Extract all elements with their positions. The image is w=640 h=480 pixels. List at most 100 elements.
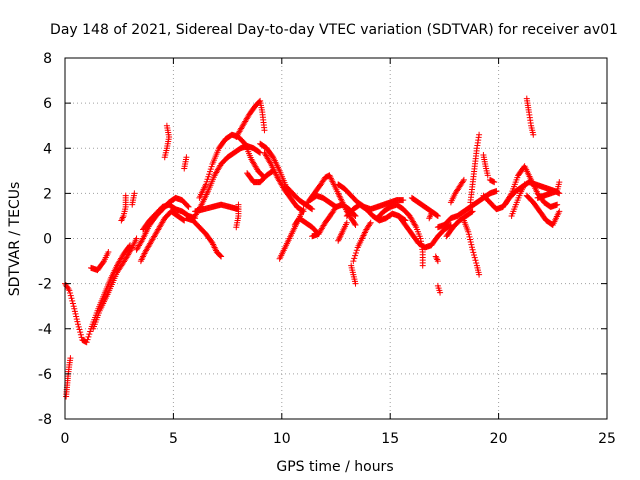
series-track-17 bbox=[233, 201, 242, 231]
data-point bbox=[77, 329, 84, 336]
data-point bbox=[72, 310, 79, 317]
data-point bbox=[87, 328, 94, 335]
data-point bbox=[476, 271, 483, 278]
series-track-29 bbox=[350, 219, 374, 265]
data-point bbox=[472, 257, 479, 264]
y-tick-label: 4 bbox=[43, 141, 52, 157]
data-point bbox=[74, 318, 81, 325]
data-point bbox=[332, 205, 339, 212]
data-point bbox=[84, 336, 91, 343]
data-point bbox=[235, 201, 242, 208]
data-point bbox=[491, 179, 498, 186]
data-point bbox=[128, 245, 135, 252]
data-point bbox=[434, 256, 441, 263]
data-point bbox=[68, 295, 75, 302]
data-point bbox=[419, 262, 426, 269]
data-point bbox=[556, 179, 563, 186]
data-point bbox=[434, 212, 441, 219]
data-point bbox=[434, 258, 441, 265]
data-point bbox=[437, 289, 444, 296]
data-point bbox=[86, 331, 93, 338]
data-point bbox=[133, 235, 140, 242]
data-point bbox=[163, 122, 170, 129]
data-point bbox=[85, 333, 92, 340]
data-point bbox=[75, 323, 82, 330]
data-point bbox=[67, 355, 74, 362]
data-point bbox=[473, 259, 480, 266]
y-tick-label: -4 bbox=[38, 322, 52, 338]
data-point bbox=[366, 221, 373, 228]
data-point bbox=[309, 206, 316, 213]
data-point bbox=[73, 316, 80, 323]
data-point bbox=[70, 303, 77, 310]
series-track-35 bbox=[434, 282, 444, 296]
data-point bbox=[469, 246, 476, 253]
series-track-32 bbox=[395, 212, 454, 251]
data-point bbox=[206, 171, 213, 178]
data-point bbox=[507, 191, 514, 198]
data-point bbox=[205, 173, 212, 180]
series-track-34 bbox=[426, 210, 435, 222]
data-point bbox=[434, 212, 441, 219]
data-point bbox=[468, 244, 475, 251]
x-tick-label: 20 bbox=[490, 431, 508, 447]
data-point bbox=[353, 247, 360, 254]
data-point bbox=[122, 192, 129, 199]
series-track-40 bbox=[460, 217, 483, 278]
data-point bbox=[484, 172, 491, 179]
data-point bbox=[351, 255, 358, 262]
series-track-26 bbox=[335, 219, 350, 244]
data-point bbox=[206, 168, 213, 175]
data-point bbox=[67, 290, 74, 297]
data-point bbox=[69, 297, 76, 304]
data-point bbox=[476, 131, 483, 138]
data-point bbox=[351, 220, 358, 227]
data-point bbox=[556, 208, 563, 215]
data-point bbox=[530, 131, 537, 138]
series-track-06 bbox=[129, 190, 138, 208]
series-track-41 bbox=[467, 131, 483, 206]
series-track-15 bbox=[192, 201, 242, 215]
data-point bbox=[460, 176, 467, 183]
series-track-01 bbox=[62, 242, 134, 346]
data-point bbox=[471, 252, 478, 259]
data-point bbox=[433, 255, 440, 262]
data-point bbox=[351, 212, 358, 219]
data-point bbox=[554, 201, 561, 208]
data-point bbox=[352, 221, 359, 228]
data-point bbox=[460, 178, 467, 185]
grid bbox=[65, 58, 607, 419]
data-point bbox=[204, 176, 211, 183]
x-tick-label: 0 bbox=[61, 431, 70, 447]
data-point bbox=[139, 236, 146, 243]
series-track-02 bbox=[63, 355, 74, 400]
series-track-49 bbox=[523, 95, 537, 138]
chart-title: Day 148 of 2021, Sidereal Day-to-day VTE… bbox=[50, 22, 618, 38]
data-point bbox=[78, 334, 85, 341]
data-point bbox=[65, 286, 72, 293]
data-point bbox=[428, 210, 435, 217]
series-track-03 bbox=[90, 235, 140, 332]
data-point bbox=[412, 222, 419, 229]
axis-ticks: 0 5 10 15 20 25 -8 -6 -4 -2 0 2 4 6 8 bbox=[38, 51, 616, 447]
y-tick-label: -6 bbox=[38, 367, 52, 383]
data-point bbox=[131, 190, 138, 197]
data-point bbox=[183, 154, 190, 161]
y-tick-label: 8 bbox=[43, 51, 52, 67]
series-track-33 bbox=[408, 194, 441, 219]
data-point bbox=[493, 188, 500, 195]
data-point bbox=[343, 219, 350, 226]
data-point bbox=[261, 127, 268, 134]
series-track-36 bbox=[432, 253, 441, 265]
data-point bbox=[71, 308, 78, 315]
series-track-39 bbox=[447, 176, 467, 206]
series-track-46 bbox=[508, 181, 528, 219]
y-tick-label: -2 bbox=[38, 277, 52, 293]
series-track-19 bbox=[257, 140, 316, 213]
series-track-25 bbox=[309, 203, 339, 240]
series-track-31 bbox=[374, 201, 426, 269]
data-point bbox=[467, 236, 474, 243]
data-point bbox=[218, 253, 225, 260]
data-point bbox=[465, 228, 472, 235]
x-axis-title: GPS time / hours bbox=[276, 459, 393, 475]
